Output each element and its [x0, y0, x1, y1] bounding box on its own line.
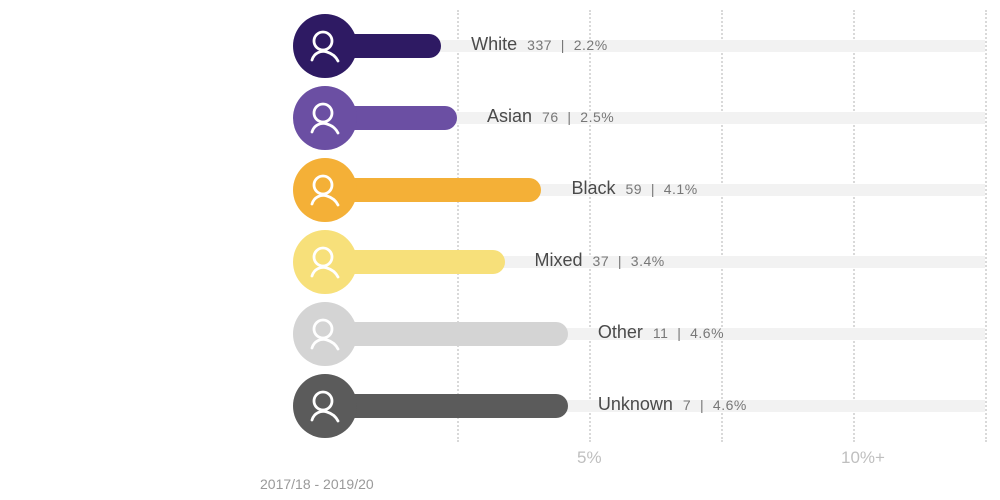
category-label: Mixed [535, 250, 583, 270]
count-pct-label: 7 | 4.6% [683, 397, 747, 413]
category-label: Other [598, 322, 643, 342]
grid-line [853, 10, 855, 442]
grid-line [721, 10, 723, 442]
count-pct-label: 76 | 2.5% [542, 109, 614, 125]
person-icon [293, 14, 357, 78]
person-icon [293, 230, 357, 294]
row-label: Mixed 37 | 3.4% [535, 250, 665, 271]
row-label: Black 59 | 4.1% [571, 178, 697, 199]
person-icon [293, 374, 357, 438]
category-label: Black [571, 178, 615, 198]
row-label: Asian 76 | 2.5% [487, 106, 614, 127]
category-label: Asian [487, 106, 532, 126]
count-pct-label: 11 | 4.6% [653, 325, 724, 341]
grid-line [457, 10, 459, 442]
person-icon [293, 302, 357, 366]
count-pct-label: 59 | 4.1% [625, 181, 697, 197]
chart-footnote: 2017/18 - 2019/20 [260, 476, 374, 492]
category-label: Unknown [598, 394, 673, 414]
grid-line [589, 10, 591, 442]
category-label: White [471, 34, 517, 54]
person-icon [293, 158, 357, 222]
axis-tick-label: 5% [577, 448, 602, 468]
axis-tick-label: 10%+ [841, 448, 885, 468]
bar [325, 394, 568, 418]
bar [325, 178, 541, 202]
row-label: Other 11 | 4.6% [598, 322, 724, 343]
count-pct-label: 37 | 3.4% [593, 253, 665, 269]
bar [325, 322, 568, 346]
row-label: Unknown 7 | 4.6% [598, 394, 747, 415]
demographic-lollipop-chart: White 337 | 2.2% Asian 76 | 2.5% Black 59 | 4… [255, 10, 985, 490]
row-label: White 337 | 2.2% [471, 34, 607, 55]
grid-line [985, 10, 987, 442]
count-pct-label: 337 | 2.2% [527, 37, 607, 53]
person-icon [293, 86, 357, 150]
chart-grid [325, 10, 985, 442]
